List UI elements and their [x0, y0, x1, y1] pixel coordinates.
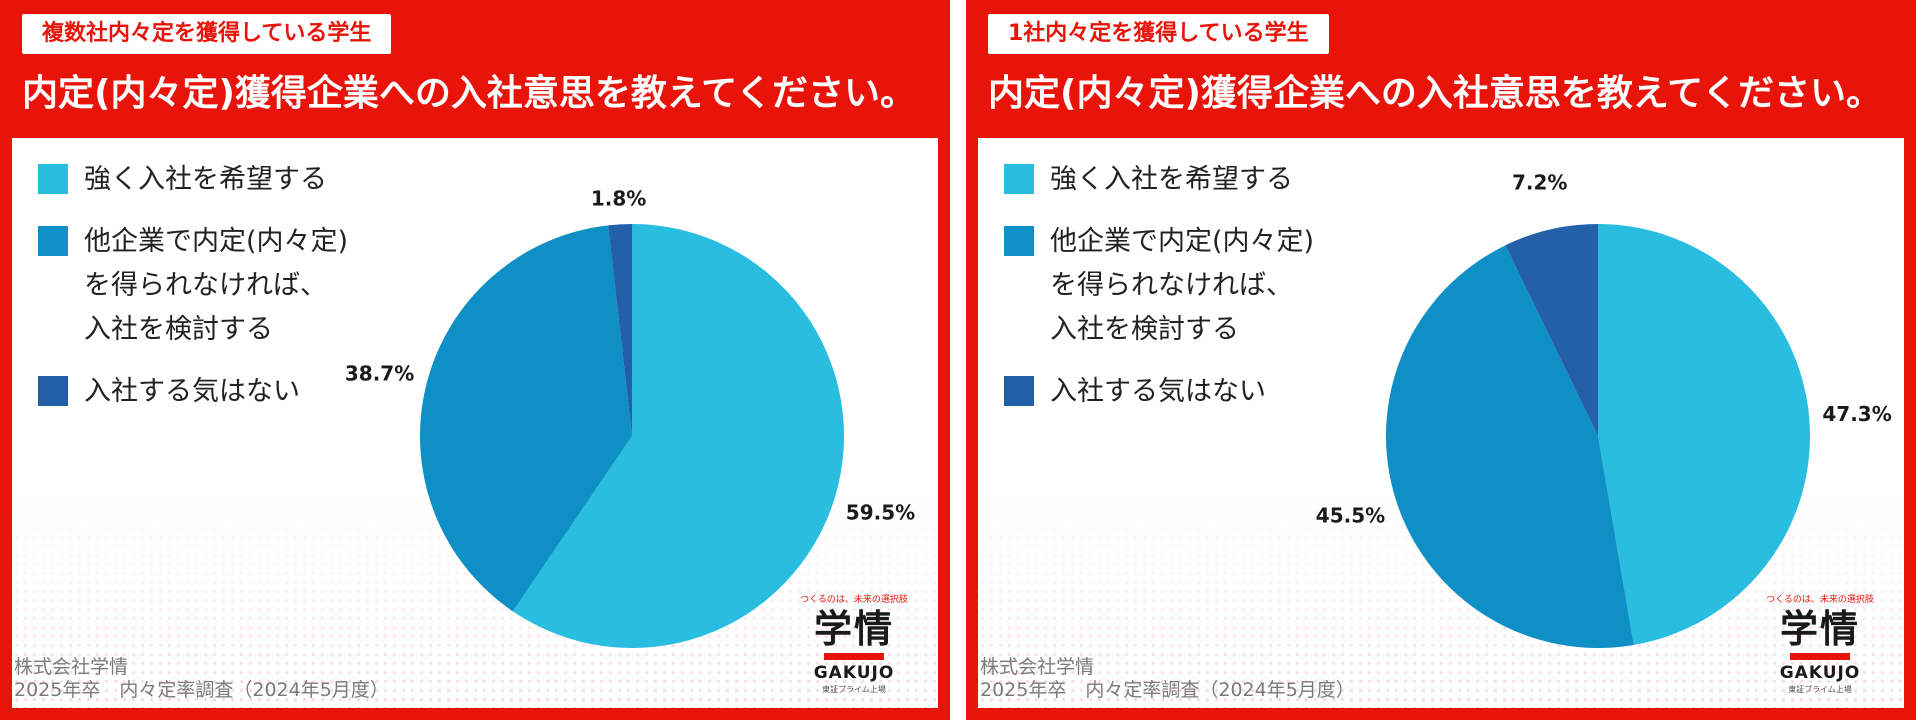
company-name: 株式会社学情 — [980, 656, 1095, 678]
source-credit: 株式会社学情 2025年卒 内々定率調査（2024年5月度） — [980, 656, 1355, 702]
logo-sub: 東証プライム上場 — [1788, 685, 1852, 694]
chart-card: 強く入社を希望する 他企業で内定(内々定) を得られなければ、 入社を検討する … — [12, 138, 938, 708]
legend-swatch-strong — [1004, 164, 1034, 194]
gakujo-logo: つくるのは、未来の選択肢 学情 GAKUJO 東証プライム上場 — [792, 593, 916, 696]
panel-multiple-offers: 複数社内々定を獲得している学生 内定(内々定)獲得企業への入社意思を教えてくださ… — [0, 0, 950, 720]
pie-chart-single-offer: 47.3% 45.5% 7.2% — [1316, 171, 1892, 648]
legend: 強く入社を希望する 他企業で内定(内々定) を得られなければ、 入社を検討する … — [1004, 158, 1344, 432]
panel-tag: 1社内々定を獲得している学生 — [988, 14, 1329, 54]
data-label-conditional: 45.5% — [1316, 504, 1385, 528]
legend-label-none: 入社する気はない — [84, 376, 300, 407]
legend-item-conditional: 他企業で内定(内々定) を得られなければ、 入社を検討する — [38, 220, 378, 352]
pie-slice-strong — [512, 224, 844, 648]
company-name: 株式会社学情 — [14, 656, 129, 678]
question-title: 内定(内々定)獲得企業への入社意思を教えてください。 — [988, 73, 1883, 114]
survey-name: 2025年卒 内々定率調査（2024年5月度） — [980, 679, 1355, 701]
data-label-none: 1.8% — [591, 186, 646, 210]
legend-swatch-strong — [38, 164, 68, 194]
legend-label-conditional: 他企業で内定(内々定) を得られなければ、 入社を検討する — [1050, 226, 1315, 345]
chart-card: 強く入社を希望する 他企業で内定(内々定) を得られなければ、 入社を検討する … — [978, 138, 1904, 708]
logo-tagline: つくるのは、未来の選択肢 — [1766, 595, 1874, 605]
logo-name: GAKUJO — [813, 663, 895, 683]
logo-kanji: 学情 — [813, 607, 894, 651]
legend-label-strong: 強く入社を希望する — [1050, 164, 1293, 195]
pie-slice-strong — [1598, 224, 1811, 645]
legend-item-conditional: 他企業で内定(内々定) を得られなければ、 入社を検討する — [1004, 220, 1344, 352]
legend-swatch-none — [38, 376, 68, 406]
logo-kanji: 学情 — [1779, 607, 1860, 651]
legend-label-conditional: 他企業で内定(内々定) を得られなければ、 入社を検討する — [84, 226, 349, 345]
logo-bar — [1790, 653, 1850, 660]
data-label-conditional: 38.7% — [345, 362, 414, 386]
legend-swatch-conditional — [38, 226, 68, 256]
legend-item-strong: 強く入社を希望する — [38, 158, 378, 202]
legend-item-strong: 強く入社を希望する — [1004, 158, 1344, 202]
legend: 強く入社を希望する 他企業で内定(内々定) を得られなければ、 入社を検討する … — [38, 158, 378, 432]
legend-swatch-conditional — [1004, 226, 1034, 256]
data-label-none: 7.2% — [1512, 171, 1567, 195]
logo-tagline: つくるのは、未来の選択肢 — [800, 595, 908, 605]
legend-item-none: 入社する気はない — [38, 370, 378, 414]
pie-slice-conditional — [420, 225, 632, 612]
legend-label-none: 入社する気はない — [1050, 376, 1266, 407]
legend-swatch-none — [1004, 376, 1034, 406]
legend-item-none: 入社する気はない — [1004, 370, 1344, 414]
pie-chart-multiple-offers: 59.5% 38.7% 1.8% — [345, 186, 915, 648]
logo-bar — [824, 653, 884, 660]
gakujo-logo: つくるのは、未来の選択肢 学情 GAKUJO 東証プライム上場 — [1758, 593, 1882, 696]
data-label-strong: 59.5% — [846, 500, 915, 524]
data-label-strong: 47.3% — [1822, 402, 1891, 426]
question-title: 内定(内々定)獲得企業への入社意思を教えてください。 — [22, 73, 917, 114]
source-credit: 株式会社学情 2025年卒 内々定率調査（2024年5月度） — [14, 656, 389, 702]
legend-label-strong: 強く入社を希望する — [84, 164, 327, 195]
survey-name: 2025年卒 内々定率調査（2024年5月度） — [14, 679, 389, 701]
pie-slice-none — [608, 224, 632, 436]
pie-slice-conditional — [1385, 245, 1634, 648]
logo-sub: 東証プライム上場 — [822, 685, 886, 694]
pie-slice-none — [1505, 224, 1598, 436]
panel-tag: 複数社内々定を獲得している学生 — [22, 14, 392, 54]
panel-single-offer: 1社内々定を獲得している学生 内定(内々定)獲得企業への入社意思を教えてください… — [966, 0, 1916, 720]
logo-name: GAKUJO — [1779, 663, 1861, 683]
